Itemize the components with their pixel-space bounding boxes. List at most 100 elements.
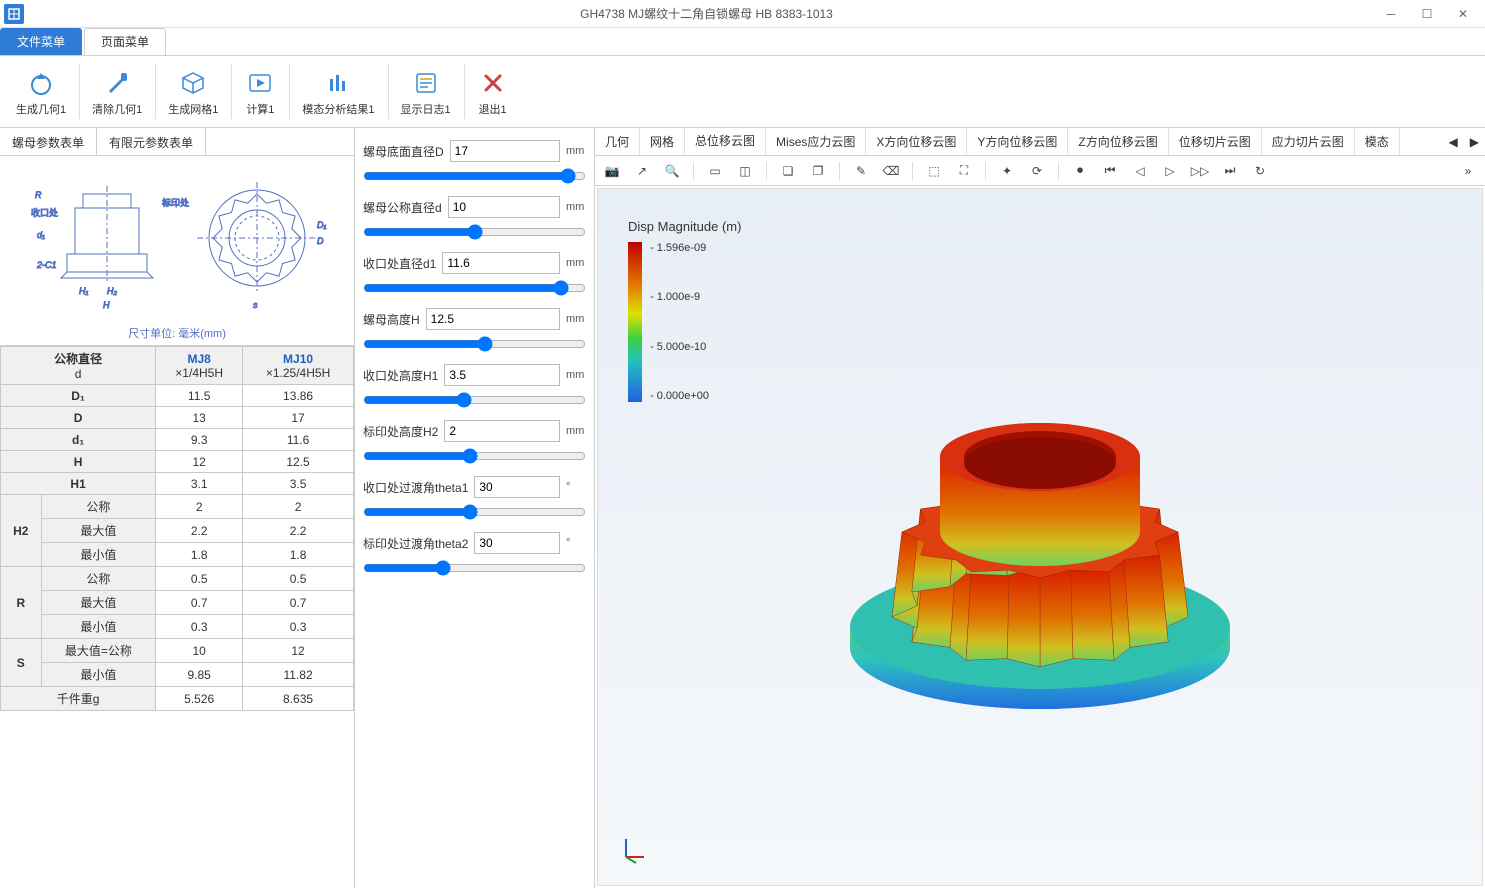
minimize-button[interactable]: ─: [1381, 4, 1401, 24]
camera-icon[interactable]: 📷: [601, 160, 623, 182]
ribbon-x[interactable]: 退出1: [469, 60, 518, 123]
zoom-icon[interactable]: 🔍: [661, 160, 683, 182]
ribbon-circle-drop[interactable]: 生成几何1: [8, 60, 75, 123]
param-input-2[interactable]: [442, 252, 560, 274]
play-frame-icon: [244, 67, 276, 99]
param-slider-1[interactable]: [363, 224, 586, 240]
ribbon-bars[interactable]: 模态分析结果1: [294, 60, 383, 123]
first-icon[interactable]: ⏮: [1099, 160, 1121, 182]
view-tab-9[interactable]: 模态: [1355, 128, 1400, 156]
param-unit: mm: [566, 201, 586, 213]
visualization-panel: 几何网格总位移云图Mises应力云图X方向位移云图Y方向位移云图Z方向位移云图位…: [595, 128, 1485, 888]
view-tab-8[interactable]: 应力切片云图: [1262, 128, 1355, 156]
toolbar-more[interactable]: »: [1457, 160, 1479, 182]
view-tab-4[interactable]: X方向位移云图: [866, 128, 967, 156]
refresh-icon[interactable]: ⟳: [1026, 160, 1048, 182]
param-input-1[interactable]: [448, 196, 560, 218]
legend-tick: - 5.000e-10: [650, 341, 709, 353]
param-slider-2[interactable]: [363, 280, 586, 296]
fit-icon[interactable]: ⛶: [953, 160, 975, 182]
svg-text:s: s: [253, 300, 258, 310]
x-icon: [477, 67, 509, 99]
ribbon-cube[interactable]: 生成网格1: [160, 60, 227, 123]
param-input-6[interactable]: [474, 476, 560, 498]
param-input-0[interactable]: [450, 140, 560, 162]
brush-icon: [101, 67, 133, 99]
param-input-3[interactable]: [426, 308, 560, 330]
legend-tick: - 1.000e-9: [650, 291, 709, 303]
window-title: GH4738 MJ螺纹十二角自锁螺母 HB 8383-1013: [32, 5, 1381, 22]
param-label: 螺母底面直径D: [363, 143, 444, 160]
log-icon: [410, 67, 442, 99]
param-slider-0[interactable]: [363, 168, 586, 184]
view-tab-0[interactable]: 几何: [595, 128, 640, 156]
param-row-5: 标印处高度H2 mm: [363, 420, 586, 464]
view-tab-7[interactable]: 位移切片云图: [1169, 128, 1262, 156]
view-tab-6[interactable]: Z方向位移云图: [1068, 128, 1168, 156]
tab-scroll-left[interactable]: ◀: [1443, 131, 1464, 153]
svg-text:D₁: D₁: [317, 220, 326, 230]
axes-icon[interactable]: ✦: [996, 160, 1018, 182]
view-tab-2[interactable]: 总位移云图: [685, 128, 766, 156]
ribbon-log[interactable]: 显示日志1: [393, 60, 460, 123]
left-panel: 螺母参数表单有限元参数表单 R 收口处 标印处 d₁ 2-C1 H: [0, 128, 355, 888]
param-unit: °: [566, 481, 586, 493]
arrow-icon[interactable]: ↗: [631, 160, 653, 182]
tab-scroll-right[interactable]: ▶: [1464, 131, 1485, 153]
param-slider-3[interactable]: [363, 336, 586, 352]
loop-icon[interactable]: ↻: [1249, 160, 1271, 182]
svg-text:H₁: H₁: [79, 286, 88, 296]
nut-diagram: R 收口处 标印处 d₁ 2-C1 H₁ H₂ H D₁ D: [0, 156, 354, 346]
menu-tab-1[interactable]: 页面菜单: [84, 28, 166, 55]
view-tab-3[interactable]: Mises应力云图: [766, 128, 866, 156]
param-input-4[interactable]: [444, 364, 560, 386]
param-tab-1[interactable]: 有限元参数表单: [97, 128, 206, 155]
param-unit: mm: [566, 425, 586, 437]
param-slider-4[interactable]: [363, 392, 586, 408]
menu-tab-0[interactable]: 文件菜单: [0, 28, 82, 55]
svg-text:标印处: 标印处: [162, 197, 189, 208]
prev-icon[interactable]: ◁: [1129, 160, 1151, 182]
param-label: 标印处高度H2: [363, 423, 438, 440]
param-row-0: 螺母底面直径D mm: [363, 140, 586, 184]
brush-icon[interactable]: ✎: [850, 160, 872, 182]
layers2-icon[interactable]: ❐: [807, 160, 829, 182]
colorbar: [628, 242, 642, 402]
view-tab-1[interactable]: 网格: [640, 128, 685, 156]
svg-text:R: R: [35, 190, 42, 200]
param-unit: mm: [566, 369, 586, 381]
legend-ticks: - 1.596e-09- 1.000e-9- 5.000e-10- 0.000e…: [650, 242, 709, 402]
bars-icon: [322, 67, 354, 99]
view-tab-5[interactable]: Y方向位移云图: [967, 128, 1068, 156]
param-unit: mm: [566, 145, 586, 157]
ribbon-brush[interactable]: 清除几何1: [84, 60, 151, 123]
viewport-canvas[interactable]: Disp Magnitude (m) - 1.596e-09- 1.000e-9…: [597, 188, 1483, 886]
nut-model: [820, 317, 1260, 757]
box-icon[interactable]: ▭: [704, 160, 726, 182]
erase-icon[interactable]: ⌫: [880, 160, 902, 182]
rec-icon[interactable]: ⏺: [1069, 160, 1091, 182]
param-slider-6[interactable]: [363, 504, 586, 520]
maximize-button[interactable]: ☐: [1417, 4, 1437, 24]
param-slider-7[interactable]: [363, 560, 586, 576]
play-icon[interactable]: ▷: [1159, 160, 1181, 182]
param-input-5[interactable]: [444, 420, 560, 442]
ribbon-play-frame[interactable]: 计算1: [236, 60, 285, 123]
close-button[interactable]: ✕: [1453, 4, 1473, 24]
box2-icon[interactable]: ◫: [734, 160, 756, 182]
svg-text:H: H: [103, 300, 110, 310]
param-unit: mm: [566, 257, 586, 269]
next-icon[interactable]: ▷▷: [1189, 160, 1211, 182]
last-icon[interactable]: ⏭: [1219, 160, 1241, 182]
param-tab-0[interactable]: 螺母参数表单: [0, 128, 97, 155]
param-slider-5[interactable]: [363, 448, 586, 464]
param-label: 收口处直径d1: [363, 255, 436, 272]
param-input-7[interactable]: [474, 532, 560, 554]
svg-text:d₁: d₁: [37, 230, 45, 240]
select-icon[interactable]: ⬚: [923, 160, 945, 182]
view-tabs: 几何网格总位移云图Mises应力云图X方向位移云图Y方向位移云图Z方向位移云图位…: [595, 128, 1485, 156]
layers-icon[interactable]: ❏: [777, 160, 799, 182]
param-label: 收口处高度H1: [363, 367, 438, 384]
ribbon-toolbar: 生成几何1清除几何1生成网格1计算1模态分析结果1显示日志1退出1: [0, 56, 1485, 128]
svg-text:H₂: H₂: [107, 286, 117, 296]
